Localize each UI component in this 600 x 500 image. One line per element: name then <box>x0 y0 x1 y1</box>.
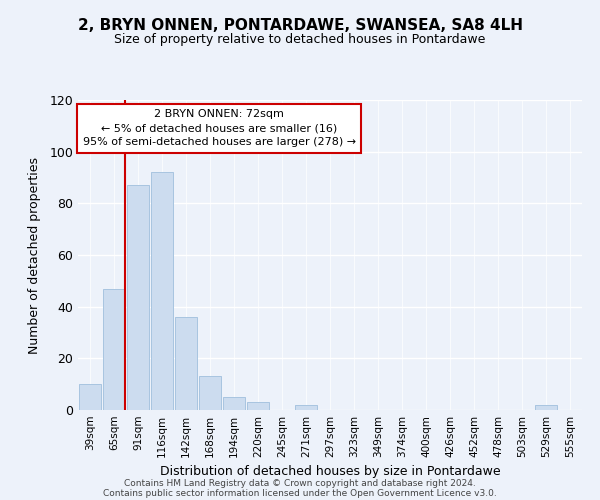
Bar <box>151 172 173 410</box>
Bar <box>175 317 197 410</box>
Bar <box>79 384 101 410</box>
Bar <box>223 397 245 410</box>
Bar <box>247 402 269 410</box>
Bar <box>127 185 149 410</box>
Text: Size of property relative to detached houses in Pontardawe: Size of property relative to detached ho… <box>115 32 485 46</box>
Bar <box>295 405 317 410</box>
Bar <box>103 288 125 410</box>
Text: Contains HM Land Registry data © Crown copyright and database right 2024.: Contains HM Land Registry data © Crown c… <box>124 478 476 488</box>
Text: Contains public sector information licensed under the Open Government Licence v3: Contains public sector information licen… <box>103 488 497 498</box>
Bar <box>199 376 221 410</box>
X-axis label: Distribution of detached houses by size in Pontardawe: Distribution of detached houses by size … <box>160 466 500 478</box>
Text: 2 BRYN ONNEN: 72sqm
← 5% of detached houses are smaller (16)
95% of semi-detache: 2 BRYN ONNEN: 72sqm ← 5% of detached hou… <box>83 110 356 148</box>
Bar <box>535 405 557 410</box>
Y-axis label: Number of detached properties: Number of detached properties <box>28 156 41 354</box>
Text: 2, BRYN ONNEN, PONTARDAWE, SWANSEA, SA8 4LH: 2, BRYN ONNEN, PONTARDAWE, SWANSEA, SA8 … <box>77 18 523 32</box>
